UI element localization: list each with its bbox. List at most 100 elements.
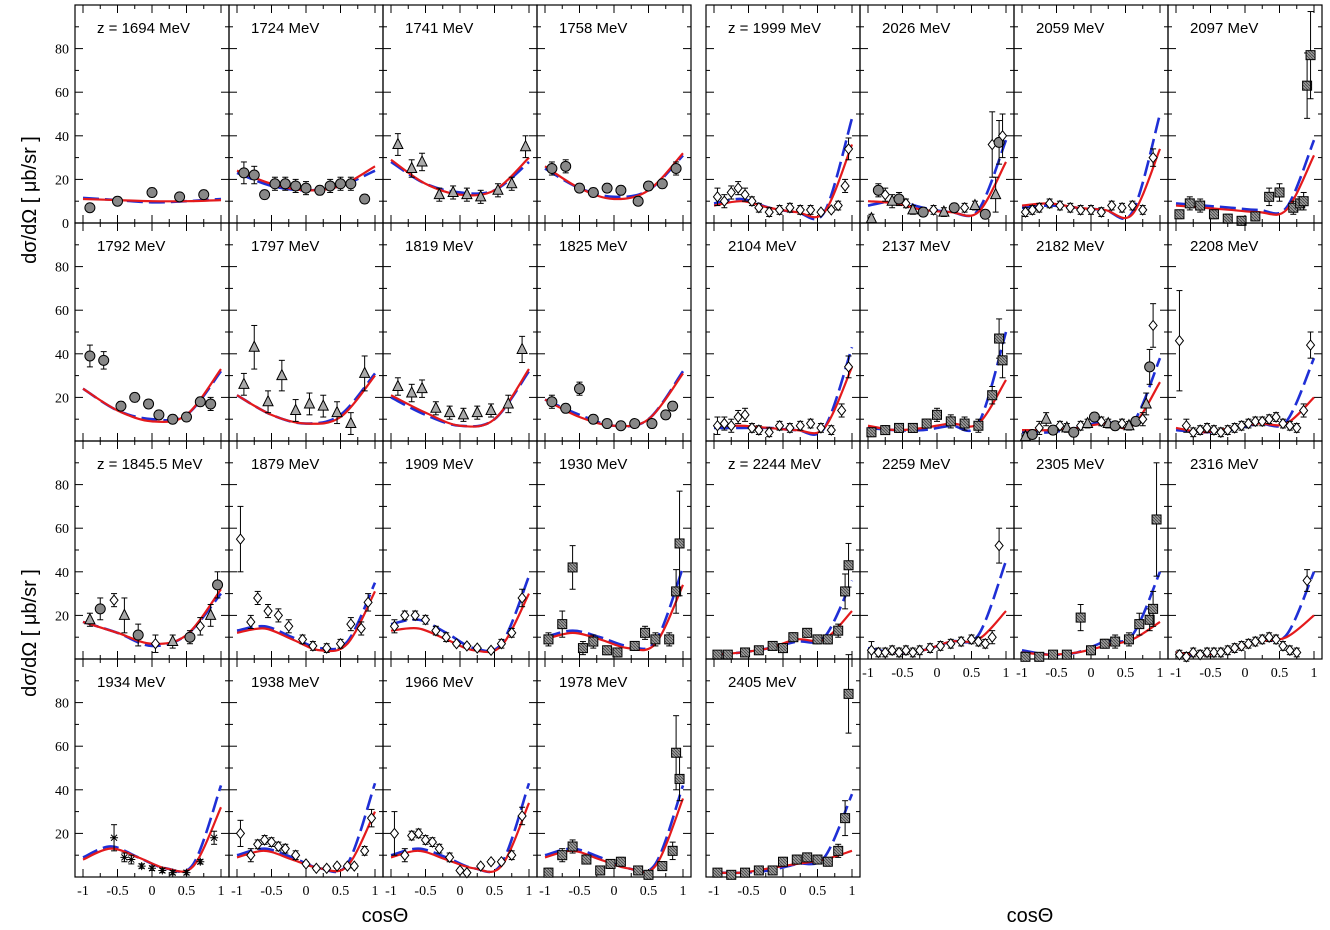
data-point: [462, 640, 472, 652]
data-point: [557, 619, 568, 630]
x-tick-label: 1: [849, 884, 856, 899]
data-point: [502, 396, 515, 409]
dashed-curve: [236, 372, 377, 425]
data-point: [1081, 416, 1094, 429]
data-point: [907, 202, 919, 215]
x-tick-label: 1: [218, 884, 225, 899]
data-point: [1257, 633, 1267, 646]
panel: 1819 MeV: [382, 222, 538, 442]
data-point: [802, 852, 813, 863]
data-point: [994, 333, 1005, 344]
data-point: [928, 204, 939, 216]
x-tick-label: -1: [231, 884, 243, 899]
panel: 1758 MeV: [536, 4, 692, 224]
data-point: [987, 390, 998, 401]
panel-label: z = 1694 MeV: [97, 20, 190, 37]
data-point: [363, 596, 373, 609]
data-point: [427, 836, 438, 848]
data-point: [1174, 648, 1185, 661]
data-point: [1250, 415, 1260, 428]
data-point: [615, 184, 627, 196]
y-tick-label: 40: [55, 566, 69, 581]
data-point: [767, 865, 778, 876]
x-tick-label: 1: [372, 884, 379, 899]
panel-frame: [1167, 440, 1323, 660]
solid-curve: [236, 590, 376, 653]
data-point: [805, 417, 816, 430]
panel: 2026 MeV: [859, 4, 1015, 224]
data-point: [1195, 648, 1205, 661]
data-point: [1110, 636, 1121, 647]
data-point: [959, 418, 970, 429]
panel-label: z = 1999 MeV: [728, 20, 821, 37]
panel: -1 -0.5 0 0.5 1 2316 MeV: [1167, 440, 1323, 681]
panel: -1 -0.5 0 0.5 1 1966 MeV: [382, 658, 538, 899]
data-point: [335, 178, 346, 190]
y-tick-label: 20: [55, 609, 69, 624]
data-point: [273, 609, 284, 622]
data-point: [476, 860, 486, 872]
y-tick-label: 40: [55, 784, 69, 799]
data-point: [1076, 204, 1086, 216]
data-point: [1299, 404, 1309, 417]
data-point: [712, 419, 723, 432]
data-point: [674, 773, 685, 784]
dashed-curve: [82, 370, 223, 422]
panel: -1 -0.5 0 0.5 1 1938 MeV: [228, 658, 384, 899]
panel-label: 1792 MeV: [97, 238, 165, 255]
data-point: [345, 178, 357, 190]
data-point: [1264, 191, 1275, 202]
data-point: [279, 178, 291, 190]
data-point: [812, 854, 823, 865]
data-point: [612, 647, 623, 658]
data-point: [948, 202, 960, 214]
y-tick-label: 80: [55, 43, 69, 58]
panel: 20 40 60 80 z = 1845.5 MeV: [55, 440, 230, 660]
data-point: [345, 416, 357, 429]
data-point: [84, 350, 96, 362]
dashed-curve: [390, 575, 531, 653]
data-point: [629, 418, 641, 430]
data-point: [1034, 651, 1045, 662]
data-point: [405, 385, 418, 398]
data-point: [1040, 412, 1052, 424]
panel-label: z = 2244 MeV: [728, 456, 821, 473]
data-point: [833, 845, 844, 856]
data-point: [1134, 619, 1145, 630]
data-point: [785, 201, 795, 214]
data-point: [461, 187, 473, 200]
solid-curve: [1175, 614, 1315, 656]
data-point: [1188, 646, 1198, 659]
solid-curve: [867, 161, 1007, 217]
data-point: [1264, 413, 1274, 426]
data-point: [980, 637, 990, 650]
data-point: [1026, 428, 1038, 440]
panel-label: 2097 MeV: [1190, 20, 1258, 37]
data-point: [182, 868, 191, 877]
data-point: [907, 422, 918, 433]
data-point: [946, 637, 956, 650]
x-tick-label: -1: [1016, 666, 1028, 681]
data-point: [324, 180, 336, 192]
data-point: [901, 644, 911, 657]
data-point: [660, 409, 672, 421]
data-point: [932, 409, 942, 420]
data-point: [1278, 640, 1288, 652]
x-tick-label: -0.5: [891, 666, 913, 681]
data-point: [248, 169, 260, 181]
data-point: [778, 643, 788, 654]
solid-curve: [390, 802, 531, 873]
x-tick-label: 0: [934, 666, 941, 681]
x-tick-label: 0: [780, 884, 787, 899]
data-point: [843, 560, 854, 571]
data-point: [997, 129, 1008, 142]
data-point: [1236, 640, 1247, 652]
data-point: [1117, 417, 1127, 430]
data-point: [973, 420, 984, 431]
x-tick-label: 0: [611, 884, 618, 899]
data-point: [671, 747, 682, 758]
data-point: [956, 635, 966, 648]
data-point: [894, 422, 905, 433]
data-point: [263, 605, 273, 617]
panel-frame: [1167, 222, 1323, 442]
